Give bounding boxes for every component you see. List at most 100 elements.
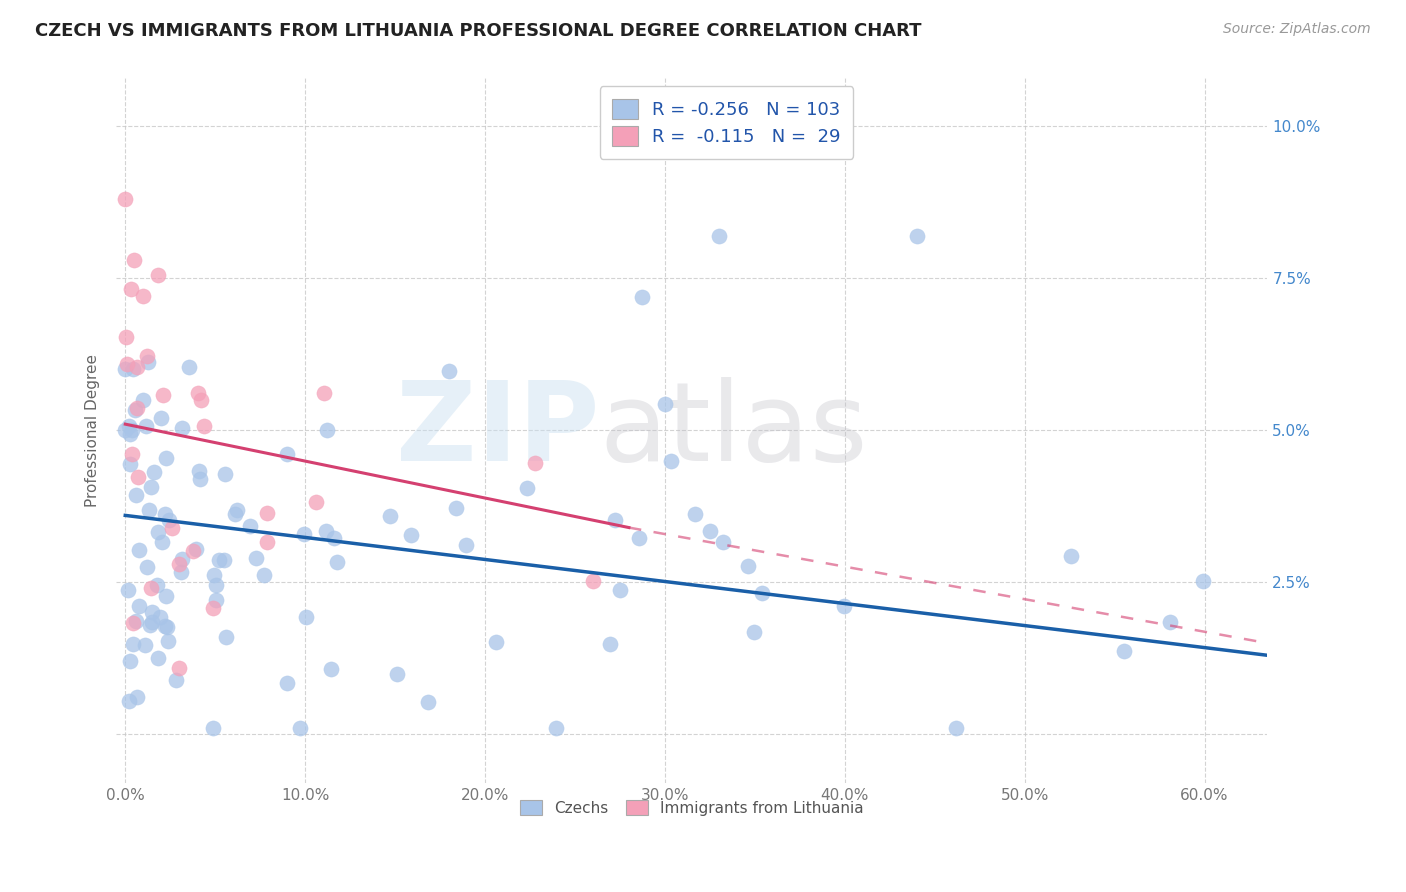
Point <box>711 534 734 549</box>
Point <box>118 694 141 708</box>
Point <box>139 618 162 632</box>
Point <box>305 495 328 509</box>
Point <box>603 513 626 527</box>
Point <box>319 662 342 676</box>
Point <box>256 506 278 520</box>
Point <box>115 330 138 344</box>
Point <box>114 192 136 206</box>
Point <box>125 360 148 375</box>
Point <box>170 551 193 566</box>
Point <box>742 625 765 640</box>
Text: Source: ZipAtlas.com: Source: ZipAtlas.com <box>1223 22 1371 37</box>
Point <box>172 421 194 435</box>
Point <box>127 690 149 704</box>
Point <box>121 616 143 631</box>
Point <box>751 586 773 600</box>
Point <box>399 528 422 542</box>
Point <box>205 577 228 591</box>
Point <box>661 454 683 468</box>
Point <box>316 423 339 437</box>
Point <box>128 542 150 557</box>
Point <box>121 361 143 376</box>
Point <box>128 599 150 614</box>
Point <box>165 673 187 687</box>
Point <box>188 472 211 486</box>
Point <box>117 582 139 597</box>
Point <box>385 667 408 681</box>
Point <box>167 661 190 675</box>
Point <box>148 268 170 282</box>
Point <box>184 541 207 556</box>
Point <box>138 503 160 517</box>
Point <box>150 535 173 549</box>
Point <box>225 503 247 517</box>
Point <box>136 355 159 369</box>
Point <box>118 655 141 669</box>
Point <box>121 423 143 437</box>
Point <box>323 531 346 545</box>
Point <box>315 524 337 538</box>
Point <box>136 560 159 574</box>
Point <box>1191 574 1213 589</box>
Point <box>139 480 162 494</box>
Point <box>132 392 155 407</box>
Point <box>699 524 721 538</box>
Point <box>202 721 225 735</box>
Point <box>135 419 157 434</box>
Point <box>446 500 468 515</box>
Point <box>157 513 180 527</box>
Point <box>114 423 136 437</box>
Point <box>190 393 212 408</box>
Point <box>122 252 145 267</box>
Point <box>224 508 246 522</box>
Point <box>114 362 136 376</box>
Point <box>326 555 349 569</box>
Point <box>118 457 141 471</box>
Point <box>139 581 162 595</box>
Point <box>276 447 298 461</box>
Point <box>188 464 211 478</box>
Point <box>149 610 172 624</box>
Point <box>120 282 142 296</box>
Point <box>136 349 159 363</box>
Point <box>945 721 967 735</box>
Point <box>276 676 298 690</box>
Y-axis label: Professional Degree: Professional Degree <box>86 354 100 507</box>
Point <box>212 553 235 567</box>
Point <box>170 566 193 580</box>
Point <box>295 609 318 624</box>
Point <box>1114 643 1136 657</box>
Point <box>609 582 631 597</box>
Point <box>516 481 538 495</box>
Text: CZECH VS IMMIGRANTS FROM LITHUANIA PROFESSIONAL DEGREE CORRELATION CHART: CZECH VS IMMIGRANTS FROM LITHUANIA PROFE… <box>35 22 922 40</box>
Point <box>121 447 143 461</box>
Point <box>179 360 201 375</box>
Point <box>155 590 177 604</box>
Point <box>160 521 183 535</box>
Point <box>146 651 169 665</box>
Point <box>181 543 204 558</box>
Point <box>145 578 167 592</box>
Point <box>654 397 676 411</box>
Point <box>1060 549 1083 563</box>
Point <box>141 615 163 630</box>
Point <box>832 599 855 613</box>
Point <box>155 451 177 466</box>
Point <box>193 419 215 434</box>
Point <box>127 401 149 415</box>
Point <box>120 427 142 442</box>
Point <box>187 386 209 401</box>
Point <box>683 507 706 521</box>
Point <box>125 488 148 502</box>
Point <box>378 508 401 523</box>
Point <box>204 592 226 607</box>
Point <box>544 721 567 735</box>
Point <box>153 508 176 522</box>
Point <box>253 568 276 582</box>
Text: atlas: atlas <box>600 376 869 483</box>
Point <box>156 633 179 648</box>
Point <box>312 386 335 401</box>
Point <box>294 526 316 541</box>
Point <box>152 388 174 402</box>
Point <box>150 411 173 425</box>
